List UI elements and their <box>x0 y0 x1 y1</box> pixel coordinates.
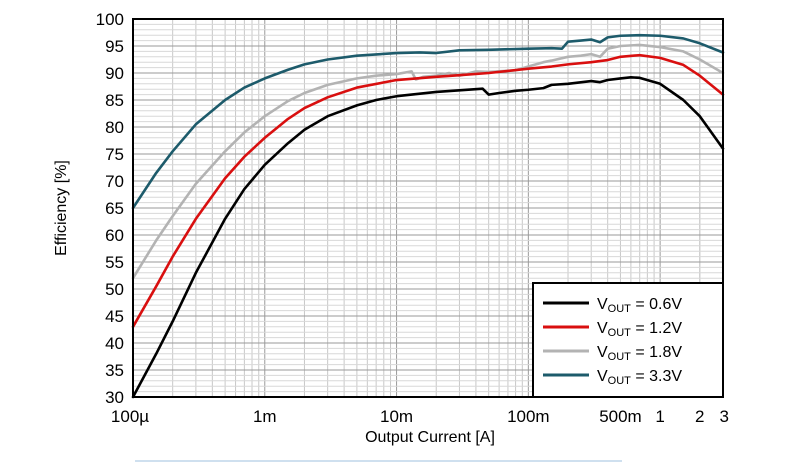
x-tick-label: 100µ <box>111 407 149 426</box>
y-tick-label: 40 <box>105 334 124 353</box>
series-line <box>131 76 725 399</box>
x-tick-label: 1 <box>655 407 664 426</box>
y-tick-labels: 30 35 40 45 50 55 60 65 70 75 80 85 90 95 100 <box>96 10 124 407</box>
y-tick-label: 55 <box>105 253 124 272</box>
y-tick-label: 90 <box>105 64 124 83</box>
series-lines <box>131 33 725 399</box>
x-tick-label: 1m <box>253 407 277 426</box>
y-tick-label: 45 <box>105 307 124 326</box>
y-tick-label: 95 <box>105 37 124 56</box>
legend-label: VOUT = 3.3V <box>597 368 682 387</box>
legend: VOUT = 0.6V VOUT = 1.2V VOUT = 1.8V VOUT = … <box>532 282 724 398</box>
series-line <box>131 33 725 210</box>
y-tick-label: 85 <box>105 91 124 110</box>
x-tick-label: 100m <box>507 407 550 426</box>
y-axis-title: Efficiency [%] <box>53 160 70 256</box>
x-tick-labels: 100µ 1m 10m 100m 500m 1 2 3 <box>111 407 729 426</box>
y-tick-label: 35 <box>105 361 124 380</box>
y-tick-label: 65 <box>105 199 124 218</box>
x-tick-label: 3 <box>720 407 729 426</box>
legend-label: VOUT = 0.6V <box>597 296 682 315</box>
legend-label: VOUT = 1.8V <box>597 344 682 363</box>
x-tick-label: 2 <box>695 407 704 426</box>
series-line <box>131 53 725 329</box>
x-axis-title: Output Current [A] <box>365 429 495 446</box>
legend-label: VOUT = 1.2V <box>597 320 682 339</box>
y-tick-label: 80 <box>105 118 124 137</box>
y-tick-label: 60 <box>105 226 124 245</box>
x-tick-label: 500m <box>599 407 642 426</box>
y-tick-label: 70 <box>105 172 124 191</box>
y-tick-label: 50 <box>105 280 124 299</box>
plot-frame <box>132 18 724 398</box>
y-tick-label: 100 <box>96 10 124 29</box>
y-tick-label: 30 <box>105 388 124 407</box>
y-tick-label: 75 <box>105 145 124 164</box>
x-tick-label: 10m <box>380 407 413 426</box>
